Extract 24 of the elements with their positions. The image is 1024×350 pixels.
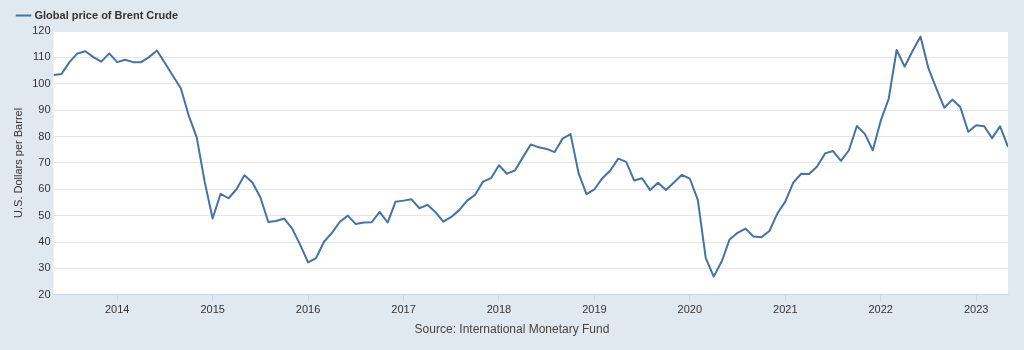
y-tick-label: 20 bbox=[38, 287, 51, 300]
x-tick-label: 2018 bbox=[486, 303, 512, 316]
x-tick-label: 2016 bbox=[295, 303, 321, 316]
y-tick-label: 70 bbox=[38, 155, 51, 168]
x-tick-label: 2019 bbox=[582, 303, 607, 316]
x-tick-label: 2022 bbox=[868, 303, 893, 316]
x-tick-label: 2020 bbox=[677, 303, 703, 316]
y-tick-label: 100 bbox=[32, 76, 51, 89]
x-tick-label: 2017 bbox=[391, 303, 416, 316]
y-axis-title: U.S. Dollars per Barrel bbox=[11, 107, 24, 218]
source-note: Source: International Monetary Fund bbox=[413, 322, 611, 336]
y-tick-label: 80 bbox=[38, 129, 51, 142]
y-tick-label: 90 bbox=[38, 103, 51, 116]
x-tick-label: 2021 bbox=[773, 303, 798, 316]
x-tick-label: 2014 bbox=[104, 303, 130, 316]
x-tick-label: 2023 bbox=[963, 303, 989, 316]
legend-label: Global price of Brent Crude bbox=[34, 8, 179, 21]
y-tick-label: 110 bbox=[33, 50, 51, 63]
x-tick-label: 2015 bbox=[200, 303, 225, 316]
y-tick-label: 50 bbox=[38, 208, 51, 221]
y-tick-label: 120 bbox=[32, 24, 51, 37]
y-tick-label: 40 bbox=[38, 235, 51, 248]
y-tick-label: 30 bbox=[38, 261, 51, 274]
y-tick-label: 60 bbox=[38, 182, 51, 195]
